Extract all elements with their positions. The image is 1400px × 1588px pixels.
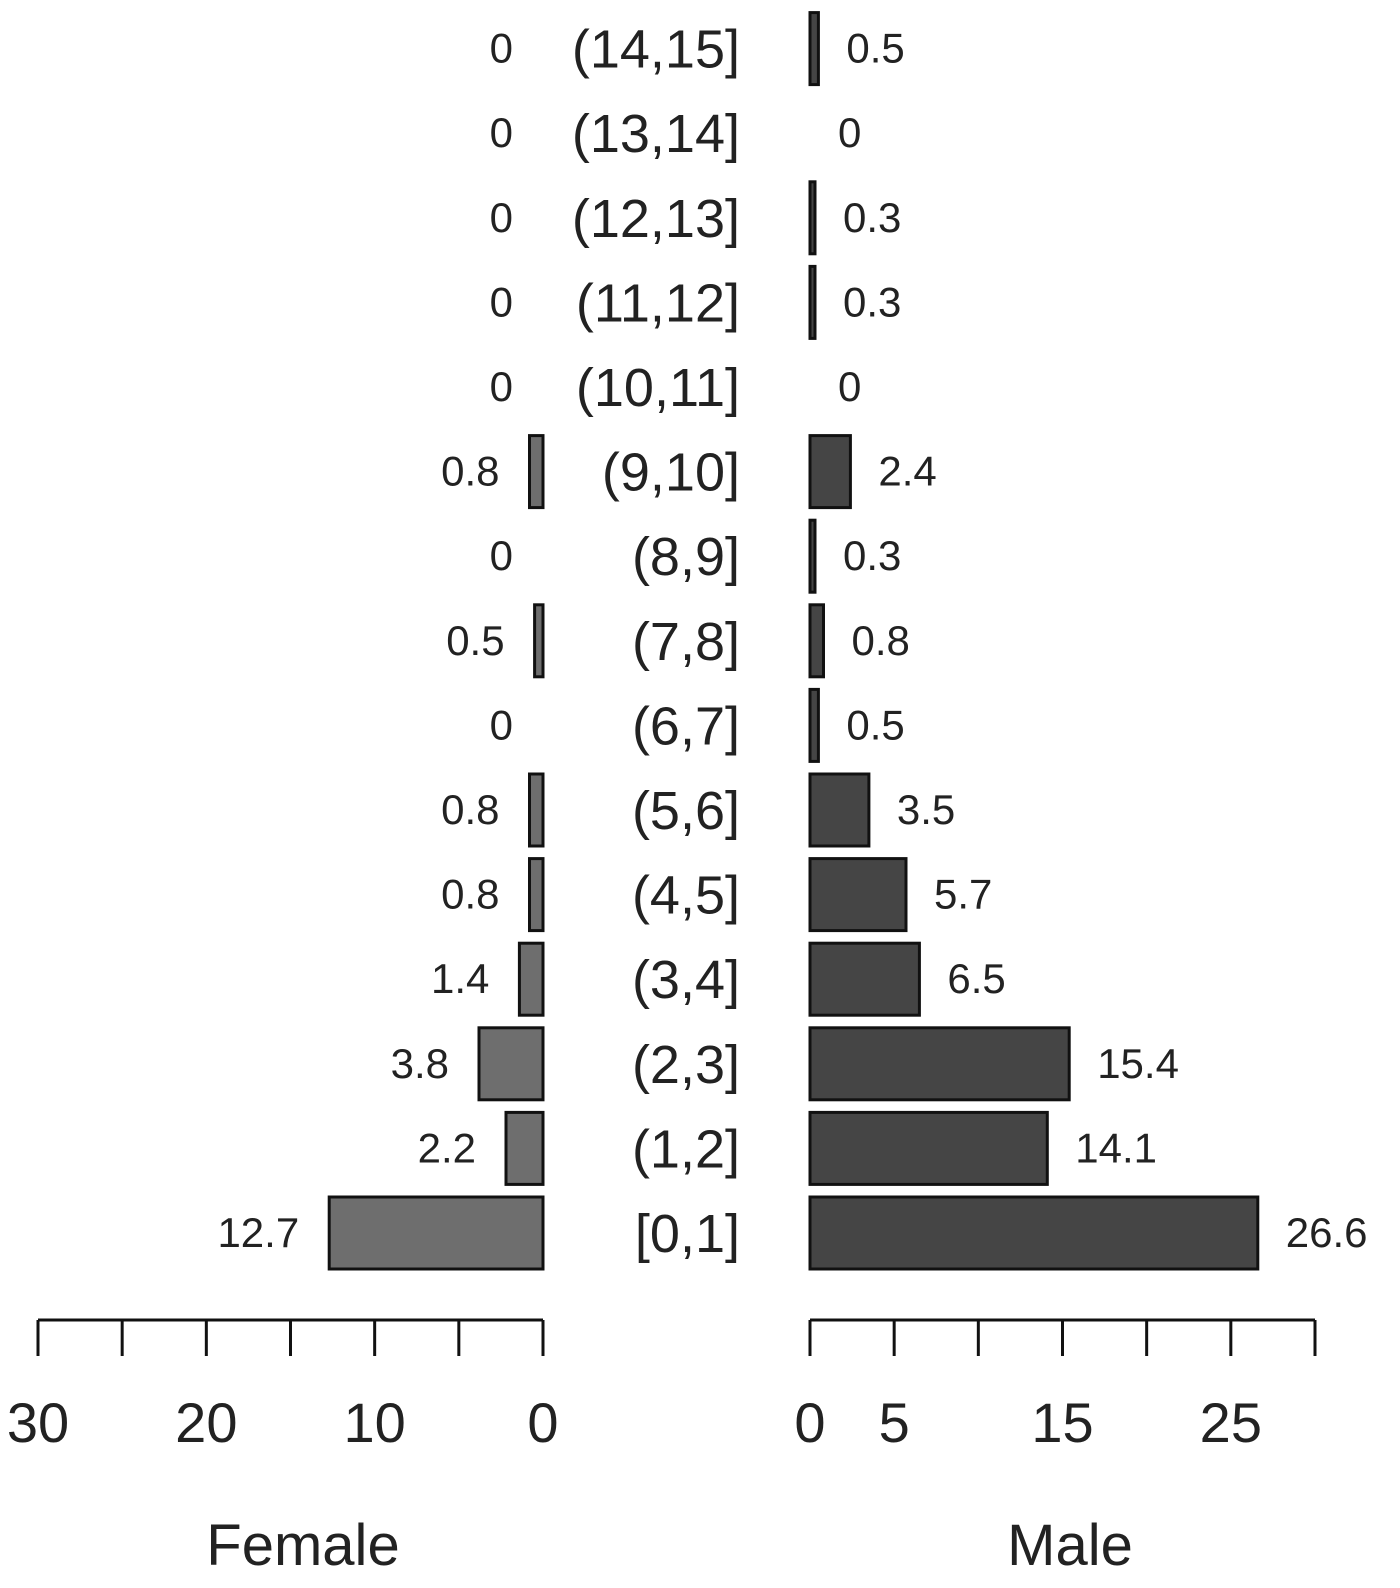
category-label: (12,13] [572, 189, 740, 249]
female-bar [517, 941, 545, 1017]
category-label: (14,15] [572, 20, 740, 80]
female-bar [504, 1110, 545, 1186]
female-value-label: 0 [490, 701, 513, 748]
female-value-label: 0 [490, 194, 513, 241]
male-axis-title: Male [1007, 1513, 1133, 1578]
female-bar [528, 772, 545, 848]
category-label: (1,2] [632, 1119, 740, 1179]
category-label: (2,3] [632, 1035, 740, 1095]
category-labels: [0,1] (1,2] (2,3] (3,4] (4,5] (5,6] (6,7] (7,8]… [572, 20, 740, 1264]
female-value-label: 0 [490, 532, 513, 579]
female-bars: 12.7 2.2 3.8 1.4 0.8 0.8 0 0.5 0 0.8 0 0 0 0 0 [217, 25, 545, 1271]
male-value-label: 0 [838, 109, 861, 156]
male-bars: 26.6 14.1 15.4 6.5 5.7 3.5 0.5 0.8 0.3 2.4 0 0.3 0.3… [808, 11, 1368, 1271]
male-value-label: 6.5 [947, 955, 1005, 1002]
category-label: (4,5] [632, 866, 740, 926]
male-value-label: 0 [838, 363, 861, 410]
male-bar [808, 772, 871, 848]
female-value-label: 0.8 [441, 786, 499, 833]
male-tick-label: 15 [1031, 1391, 1093, 1454]
category-label: (10,11] [576, 358, 740, 418]
female-tick-label: 10 [344, 1391, 406, 1454]
female-value-label: 0 [490, 109, 513, 156]
male-bar [808, 1110, 1049, 1186]
male-bar [808, 687, 820, 763]
female-tick-label: 30 [7, 1391, 69, 1454]
category-label: [0,1] [635, 1204, 740, 1264]
female-value-label: 12.7 [217, 1209, 299, 1256]
category-label: (6,7] [632, 696, 740, 756]
male-tick-label: 25 [1200, 1391, 1262, 1454]
male-value-label: 0.3 [843, 278, 901, 325]
category-label: (8,9] [632, 527, 740, 587]
female-axis: 0 10 20 30 [7, 1318, 559, 1454]
female-value-label: 2.2 [418, 1124, 476, 1171]
male-value-label: 15.4 [1097, 1040, 1179, 1087]
female-value-label: 0 [490, 363, 513, 410]
male-bar [808, 11, 820, 87]
category-label: (11,12] [576, 273, 740, 333]
male-value-label: 0.5 [846, 25, 904, 72]
male-bar [808, 264, 817, 340]
male-value-label: 0.8 [852, 617, 910, 664]
male-value-label: 3.5 [897, 786, 955, 833]
female-value-label: 0.8 [441, 448, 499, 495]
male-tick-label: 5 [879, 1391, 910, 1454]
female-value-label: 3.8 [391, 1040, 449, 1087]
female-axis-title: Female [206, 1513, 399, 1578]
male-bar [808, 857, 908, 933]
female-value-label: 0.5 [446, 617, 504, 664]
male-value-label: 0.5 [846, 701, 904, 748]
female-bar [528, 857, 545, 933]
male-bar [808, 941, 921, 1017]
male-bar [808, 603, 825, 679]
female-bar [327, 1195, 545, 1271]
category-label: (7,8] [632, 612, 740, 672]
male-value-label: 0.3 [843, 194, 901, 241]
female-value-label: 0 [490, 278, 513, 325]
male-axis: 0 5 15 25 [794, 1318, 1317, 1454]
female-bar [477, 1026, 545, 1102]
male-value-label: 26.6 [1286, 1209, 1368, 1256]
male-bar [808, 1026, 1071, 1102]
male-bar [808, 518, 817, 594]
male-value-label: 14.1 [1075, 1124, 1157, 1171]
female-tick-label: 0 [527, 1391, 558, 1454]
category-label: (13,14] [572, 104, 740, 164]
male-bar [808, 180, 817, 256]
category-label: (9,10] [602, 443, 740, 503]
female-value-label: 0 [490, 25, 513, 72]
female-bar [528, 434, 545, 510]
male-value-label: 2.4 [878, 448, 936, 495]
category-label: (5,6] [632, 781, 740, 841]
female-value-label: 0.8 [441, 871, 499, 918]
male-bar [808, 434, 852, 510]
male-value-label: 0.3 [843, 532, 901, 579]
male-bar [808, 1195, 1260, 1271]
female-tick-label: 20 [175, 1391, 237, 1454]
category-label: (3,4] [632, 950, 740, 1010]
male-value-label: 5.7 [934, 871, 992, 918]
female-bar [533, 603, 545, 679]
female-value-label: 1.4 [431, 955, 489, 1002]
male-tick-label: 0 [794, 1391, 825, 1454]
